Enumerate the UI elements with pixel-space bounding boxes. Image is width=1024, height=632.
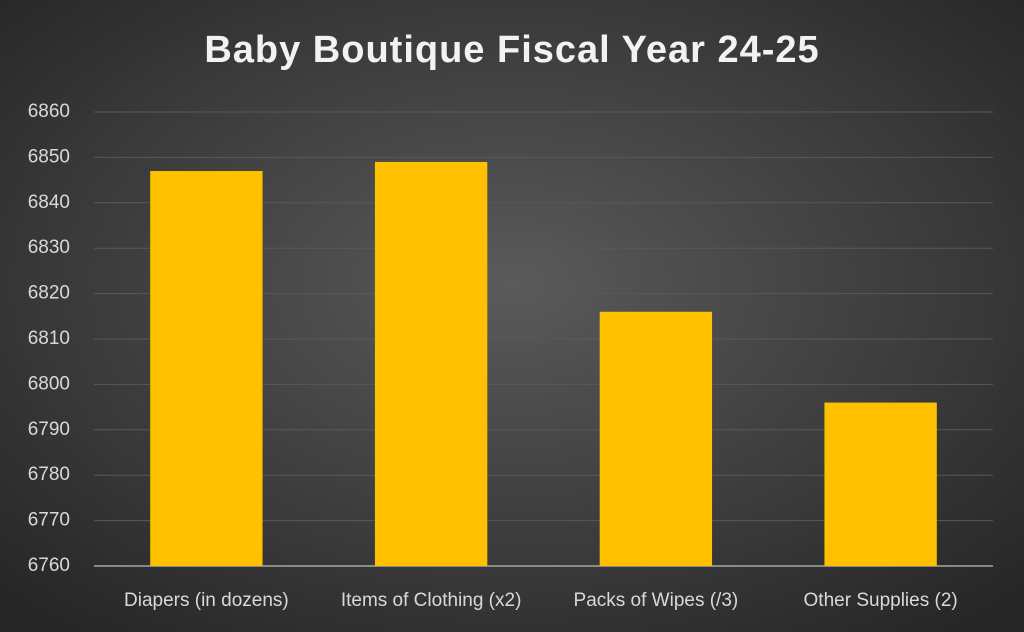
y-tick-label: 6840 <box>28 192 70 213</box>
y-tick-label: 6800 <box>28 373 70 394</box>
x-tick-label: Other Supplies (2) <box>804 590 958 611</box>
chart-title: Baby Boutique Fiscal Year 24-25 <box>204 29 819 71</box>
y-tick-label: 6830 <box>28 237 70 258</box>
x-tick-label: Packs of Wipes (/3) <box>574 590 739 611</box>
x-tick-label: Diapers (in dozens) <box>124 590 289 611</box>
bar <box>374 161 488 566</box>
y-tick-label: 6790 <box>28 419 70 440</box>
y-tick-label: 6760 <box>28 555 70 576</box>
bar <box>824 402 937 566</box>
y-tick-label: 6820 <box>28 283 70 304</box>
y-tick-label: 6780 <box>28 464 70 485</box>
y-tick-label: 6810 <box>28 328 70 349</box>
y-tick-label: 6770 <box>28 510 70 531</box>
bar <box>150 171 263 566</box>
y-tick-label: 6860 <box>28 101 70 122</box>
y-tick-label: 6850 <box>28 146 70 167</box>
bar <box>599 311 713 566</box>
x-tick-label: Items of Clothing (x2) <box>341 590 522 611</box>
